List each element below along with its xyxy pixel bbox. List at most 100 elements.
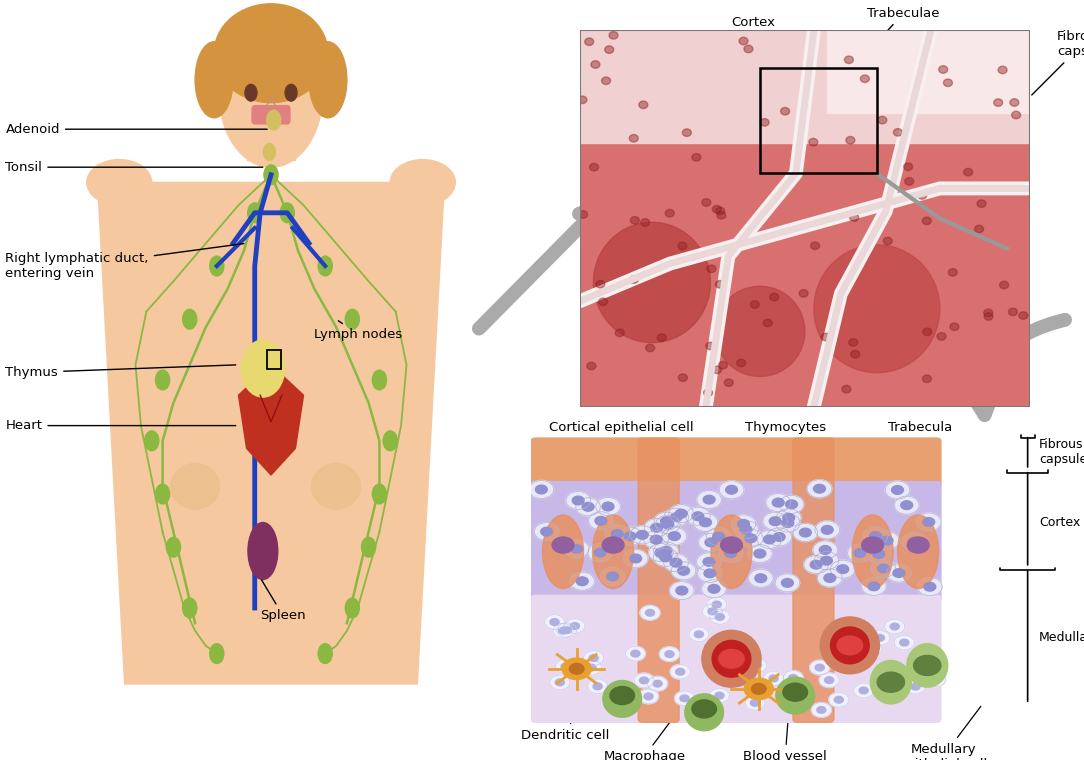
Circle shape	[854, 683, 874, 698]
Circle shape	[345, 309, 360, 329]
Circle shape	[869, 532, 881, 540]
Circle shape	[697, 553, 721, 571]
Ellipse shape	[711, 515, 752, 588]
Circle shape	[907, 537, 929, 553]
Circle shape	[715, 207, 725, 215]
Text: Medulla: Medulla	[1038, 631, 1084, 644]
Circle shape	[565, 619, 585, 633]
Circle shape	[977, 200, 986, 207]
FancyBboxPatch shape	[638, 438, 679, 722]
Circle shape	[660, 517, 672, 525]
Circle shape	[267, 110, 281, 130]
Circle shape	[588, 664, 596, 671]
Circle shape	[1010, 99, 1019, 106]
Circle shape	[725, 549, 737, 558]
Circle shape	[544, 615, 565, 629]
Text: Trabeculae: Trabeculae	[867, 7, 940, 51]
Circle shape	[675, 509, 687, 518]
Circle shape	[754, 574, 766, 583]
Circle shape	[692, 154, 701, 161]
Circle shape	[862, 537, 883, 553]
Circle shape	[581, 660, 602, 675]
Circle shape	[655, 548, 667, 557]
Circle shape	[210, 256, 223, 276]
Circle shape	[850, 214, 859, 221]
Circle shape	[905, 679, 926, 694]
Circle shape	[887, 564, 912, 582]
Ellipse shape	[171, 464, 219, 509]
Circle shape	[680, 695, 689, 701]
Circle shape	[737, 359, 746, 367]
Circle shape	[714, 692, 724, 699]
Circle shape	[878, 116, 887, 124]
Circle shape	[598, 298, 608, 306]
Text: Medulla: Medulla	[585, 73, 659, 139]
Circle shape	[712, 366, 722, 374]
Circle shape	[783, 670, 803, 686]
Circle shape	[679, 374, 687, 382]
Circle shape	[678, 242, 687, 250]
Circle shape	[745, 695, 765, 710]
Circle shape	[670, 513, 682, 521]
Circle shape	[558, 627, 568, 634]
Circle shape	[623, 549, 648, 568]
Circle shape	[719, 362, 727, 369]
Circle shape	[630, 276, 638, 283]
Circle shape	[698, 565, 722, 582]
Circle shape	[745, 534, 757, 543]
Circle shape	[654, 542, 679, 560]
Circle shape	[814, 484, 825, 493]
Text: Cortex: Cortex	[1038, 516, 1080, 529]
Circle shape	[943, 79, 953, 87]
Circle shape	[570, 622, 580, 629]
Text: Fibrous
capsule: Fibrous capsule	[1038, 439, 1084, 467]
Ellipse shape	[906, 644, 947, 687]
Circle shape	[772, 499, 784, 507]
Circle shape	[384, 431, 397, 451]
Circle shape	[893, 128, 902, 136]
Circle shape	[692, 700, 717, 718]
Circle shape	[611, 530, 623, 538]
Circle shape	[666, 210, 674, 217]
Text: Thymus: Thymus	[5, 365, 235, 379]
Circle shape	[873, 549, 885, 559]
Ellipse shape	[701, 630, 761, 687]
Circle shape	[830, 560, 855, 578]
Circle shape	[783, 683, 808, 701]
Circle shape	[373, 484, 386, 504]
Ellipse shape	[814, 245, 940, 372]
Circle shape	[657, 334, 667, 341]
Circle shape	[712, 205, 721, 213]
Circle shape	[903, 667, 922, 681]
Circle shape	[669, 532, 681, 540]
Ellipse shape	[685, 694, 723, 730]
Circle shape	[721, 537, 743, 553]
Circle shape	[748, 545, 772, 562]
Circle shape	[596, 280, 605, 288]
Circle shape	[757, 530, 782, 549]
Circle shape	[706, 342, 714, 350]
Circle shape	[660, 553, 672, 562]
Circle shape	[822, 525, 834, 534]
Circle shape	[739, 37, 748, 45]
Circle shape	[867, 645, 876, 652]
Circle shape	[634, 673, 654, 688]
Circle shape	[752, 662, 761, 669]
Circle shape	[922, 328, 932, 336]
Circle shape	[182, 598, 196, 618]
Circle shape	[674, 691, 695, 706]
Circle shape	[264, 165, 278, 185]
Circle shape	[763, 512, 787, 530]
Circle shape	[557, 623, 577, 638]
FancyBboxPatch shape	[792, 438, 834, 722]
Ellipse shape	[312, 464, 360, 509]
FancyBboxPatch shape	[251, 106, 289, 124]
Circle shape	[739, 652, 749, 659]
Circle shape	[820, 546, 831, 554]
Circle shape	[926, 672, 946, 686]
Circle shape	[373, 370, 386, 390]
Circle shape	[917, 578, 942, 596]
Circle shape	[914, 655, 941, 676]
Circle shape	[862, 578, 887, 595]
Circle shape	[809, 138, 817, 146]
